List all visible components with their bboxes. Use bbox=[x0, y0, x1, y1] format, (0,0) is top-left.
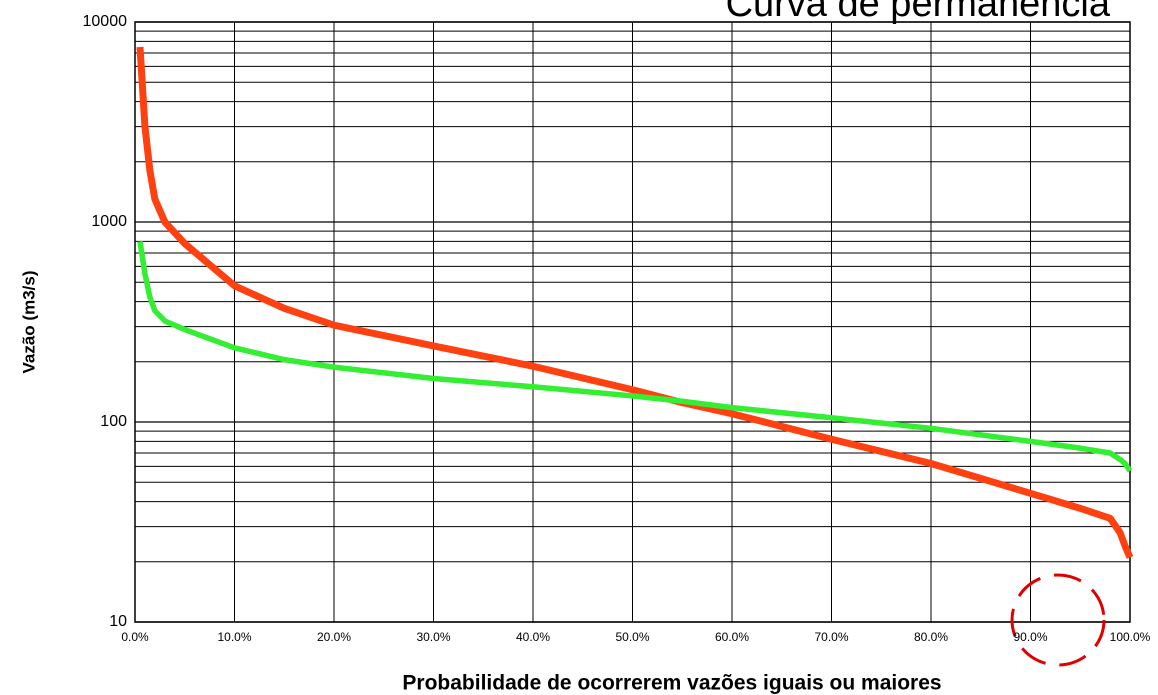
highlight-circle bbox=[1010, 573, 1106, 667]
x-tick-label: 100.0% bbox=[1110, 630, 1151, 644]
y-tick-label: 10 bbox=[109, 613, 127, 630]
x-tick-label: 30.0% bbox=[416, 630, 450, 644]
series-line bbox=[137, 240, 1133, 473]
x-tick-label: 0.0% bbox=[121, 630, 149, 644]
y-tick-label: 100 bbox=[100, 413, 127, 430]
plot-frame bbox=[134, 21, 1131, 623]
series-line bbox=[136, 46, 1134, 559]
x-tick-label: 40.0% bbox=[516, 630, 550, 644]
x-tick-label: 20.0% bbox=[317, 630, 351, 644]
chart-title: Curva de permanência bbox=[726, 0, 1111, 25]
x-tick-label: 80.0% bbox=[914, 630, 948, 644]
x-tick-label: 90.0% bbox=[1013, 630, 1047, 644]
x-tick-label: 10.0% bbox=[217, 630, 251, 644]
x-tick-label: 50.0% bbox=[615, 630, 649, 644]
x-tick-label: 70.0% bbox=[814, 630, 848, 644]
y-tick-label: 10000 bbox=[83, 13, 128, 30]
x-tick-label: 60.0% bbox=[715, 630, 749, 644]
grid bbox=[134, 21, 1131, 623]
x-axis-label: Probabilidade de ocorrerem vazões iguais… bbox=[402, 672, 941, 695]
y-tick-label: 1000 bbox=[91, 213, 127, 230]
series-group bbox=[136, 46, 1134, 559]
y-axis-label: Vazão (m3/s) bbox=[19, 271, 38, 374]
